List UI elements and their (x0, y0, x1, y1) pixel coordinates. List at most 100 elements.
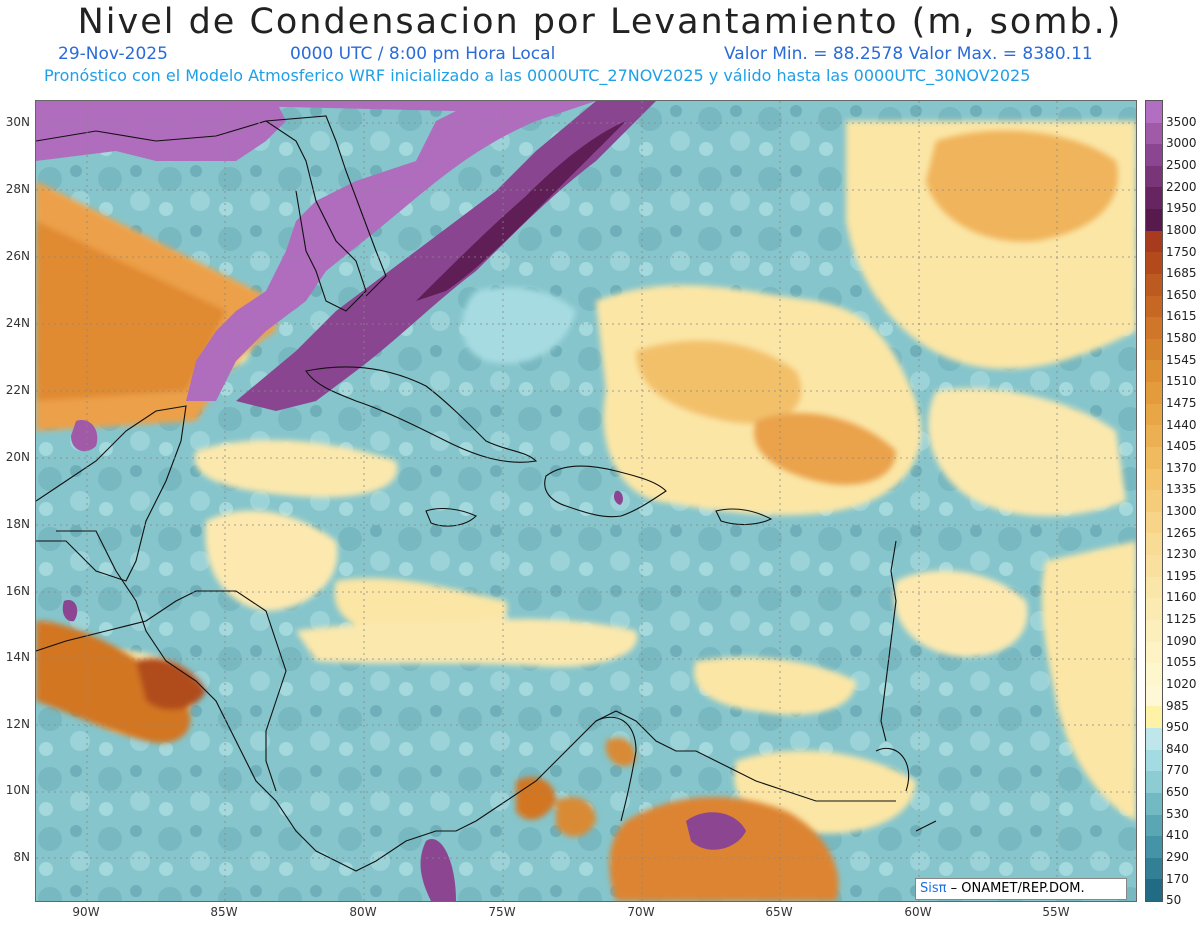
colorbar-label: 1615 (1166, 309, 1197, 324)
colorbar-cell (1146, 836, 1162, 859)
lon-label-80w: 80W (349, 905, 377, 919)
colorbar-cell (1146, 663, 1162, 686)
colorbar-cell (1146, 641, 1162, 664)
colorbar-label: 50 (1166, 893, 1182, 908)
colorbar-label: 290 (1166, 849, 1189, 864)
map-canvas (36, 101, 1136, 901)
colorbar-cell (1146, 144, 1162, 167)
colorbar-label: 3000 (1166, 136, 1197, 151)
colorbar-cell (1146, 706, 1162, 729)
colorbar-label: 530 (1166, 806, 1189, 821)
colorbar-cell (1146, 576, 1162, 599)
colorbar-label: 1020 (1166, 676, 1197, 691)
colorbar-cell (1146, 814, 1162, 837)
colorbar-label: 1950 (1166, 201, 1197, 216)
colorbar-label: 1335 (1166, 482, 1197, 497)
colorbar-cell (1146, 446, 1162, 470)
lon-label-85w: 85W (210, 905, 238, 919)
lat-label-22n: 22N (5, 383, 30, 397)
colorbar-label: 1300 (1166, 504, 1197, 518)
colorbar-cell (1146, 879, 1162, 902)
lat-label-10n: 10N (5, 783, 30, 797)
lat-label-20n: 20N (5, 450, 30, 464)
lon-label-75w: 75W (488, 905, 516, 919)
lat-label-30n: 30N (5, 115, 30, 129)
colorbar-cell (1146, 684, 1162, 707)
colorbar-label: 1265 (1166, 525, 1197, 540)
colorbar-label: 1580 (1166, 331, 1197, 346)
lon-label-55w: 55W (1042, 905, 1070, 919)
coastlines (36, 115, 937, 872)
lon-label-90w: 90W (72, 905, 100, 919)
colorbar-cell (1146, 857, 1162, 880)
time-label: 0000 UTC / 8:00 pm Hora Local (290, 44, 556, 64)
colorbar-label: 1370 (1166, 460, 1197, 475)
colorbar-cell (1146, 792, 1162, 815)
model-info-label: Pronóstico con el Modelo Atmosferico WRF… (44, 66, 1031, 85)
graticule (36, 101, 1136, 901)
lat-label-24n: 24N (5, 316, 30, 330)
colorbar-cell (1146, 749, 1162, 772)
colorbar-label: 1545 (1166, 352, 1197, 367)
map-title: Nivel de Condensacion por Levantamiento … (77, 2, 1123, 42)
colorbar-cell (1146, 317, 1162, 340)
credit-box: Sisπ – ONAMET/REP.DOM. (915, 878, 1127, 900)
colorbar-cell (1146, 533, 1162, 556)
colorbar-cell (1146, 771, 1162, 794)
colorbar-cell (1146, 468, 1162, 491)
colorbar-cell (1146, 338, 1162, 361)
colorbar-cell (1146, 252, 1162, 275)
colorbar-label: 1125 (1166, 612, 1197, 627)
colorbar-cell (1146, 360, 1162, 383)
colorbar-label: 1750 (1166, 244, 1197, 259)
colorbar-cell (1146, 728, 1162, 751)
value-range-label: Valor Min. = 88.2578 Valor Max. = 8380.1… (724, 44, 1093, 64)
colorbar-label: 1405 (1166, 439, 1197, 454)
colorbar-cell (1146, 209, 1162, 232)
colorbar-label: 1195 (1166, 568, 1197, 583)
colorbar-label: 170 (1166, 871, 1189, 886)
colorbar-cell (1146, 403, 1162, 426)
colorbar-label: 1160 (1166, 590, 1197, 605)
colorbar-cell (1146, 598, 1162, 621)
colorbar-label: 1230 (1166, 547, 1197, 562)
colorbar-label: 2500 (1166, 158, 1197, 173)
colorbar-label: 3500 (1166, 114, 1197, 129)
colorbar-label: 1440 (1166, 417, 1197, 432)
colorbar-label: 770 (1166, 763, 1189, 778)
colorbar-cell (1146, 122, 1162, 145)
high-value-band (36, 101, 746, 901)
colorbar-cell (1146, 511, 1162, 534)
colorbar-label: 1055 (1166, 655, 1197, 670)
lon-label-60w: 60W (904, 905, 932, 919)
lat-label-12n: 12N (5, 717, 30, 731)
colorbar-cell (1146, 382, 1162, 405)
lat-label-8n: 8N (13, 850, 30, 864)
colorbar-cell (1146, 555, 1162, 578)
colorbar-cell (1146, 101, 1162, 124)
credit-brand: Sisπ (920, 881, 947, 896)
colorbar (1145, 100, 1163, 902)
credit-text: – ONAMET/REP.DOM. (946, 881, 1085, 896)
lon-label-65w: 65W (765, 905, 793, 919)
lat-label-16n: 16N (5, 584, 30, 598)
colorbar-label: 840 (1166, 741, 1189, 756)
colorbar-label: 410 (1166, 828, 1189, 843)
colorbar-cell (1146, 295, 1162, 318)
colorbar-cell (1146, 619, 1162, 643)
colorbar-cell (1146, 165, 1162, 188)
colorbar-cell (1146, 230, 1162, 253)
colorbar-cell (1146, 490, 1162, 513)
colorbar-cell (1146, 187, 1162, 210)
colorbar-cell (1146, 425, 1162, 448)
date-label: 29-Nov-2025 (58, 44, 168, 64)
colorbar-label: 985 (1166, 698, 1189, 713)
lat-label-14n: 14N (5, 650, 30, 664)
map-panel (35, 100, 1137, 902)
colorbar-label: 1800 (1166, 222, 1197, 237)
lat-label-18n: 18N (5, 517, 30, 531)
colorbar-label: 1510 (1166, 374, 1197, 389)
colorbar-label: 950 (1166, 720, 1189, 735)
lon-label-70w: 70W (627, 905, 655, 919)
lat-label-26n: 26N (5, 249, 30, 263)
